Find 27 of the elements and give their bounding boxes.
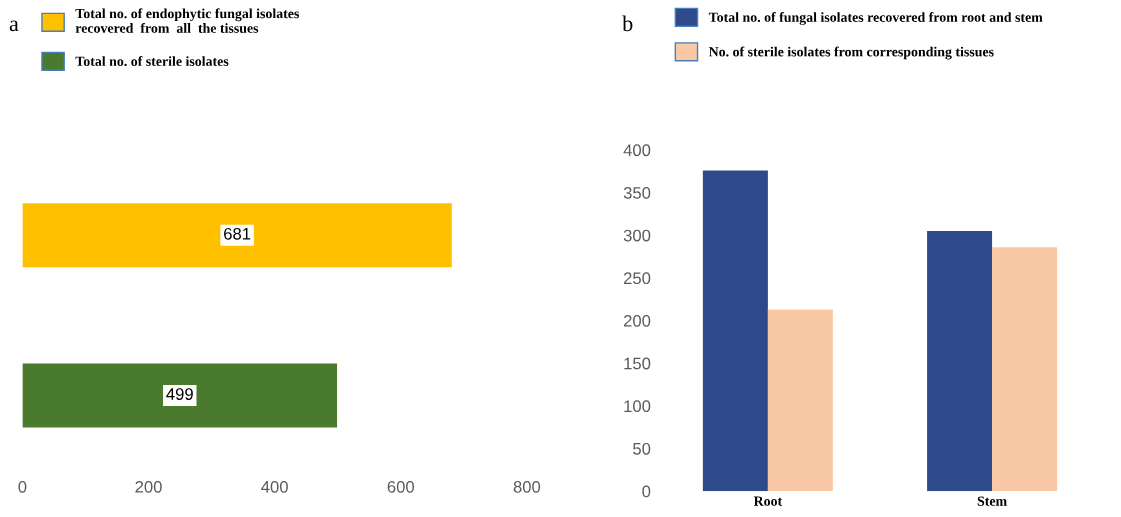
x-tick-label: 800 <box>513 480 541 493</box>
bar <box>767 309 833 492</box>
text: b <box>622 15 633 32</box>
y-tick-label: 150 <box>624 357 651 370</box>
x-tick-label: Root <box>753 496 783 506</box>
y-tick-label: 400 <box>623 144 651 157</box>
x-tick-label: 400 <box>261 480 288 493</box>
text: a <box>9 20 19 32</box>
x-tick-label: 200 <box>135 480 162 493</box>
y-tick-label: 50 <box>633 442 651 455</box>
y-tick-label: 300 <box>623 229 651 242</box>
x-tick-label: 0 <box>18 480 27 493</box>
data-label: 499 <box>166 388 193 400</box>
y-tick-label: 100 <box>624 400 651 413</box>
y-tick-label: 250 <box>623 272 651 285</box>
y-tick-label: 350 <box>623 186 651 199</box>
legend-label: Total no. of endophytic fungal isolates recovered from all the tissues <box>75 8 300 33</box>
legend-label: Total no. of fungal isolates recovered from root and stem <box>708 12 1043 25</box>
legend-label: No. of sterile isolates from corresponding tissues <box>708 46 994 60</box>
x-tick-label: 600 <box>387 480 415 493</box>
bar <box>992 247 1058 492</box>
y-tick-label: 200 <box>623 314 651 327</box>
x-tick-label: Stem <box>977 496 1007 506</box>
data-label: 681 <box>224 227 251 240</box>
bar <box>702 170 768 492</box>
legend-label: Total no. of sterile isolates <box>75 56 229 67</box>
bar <box>927 230 993 492</box>
